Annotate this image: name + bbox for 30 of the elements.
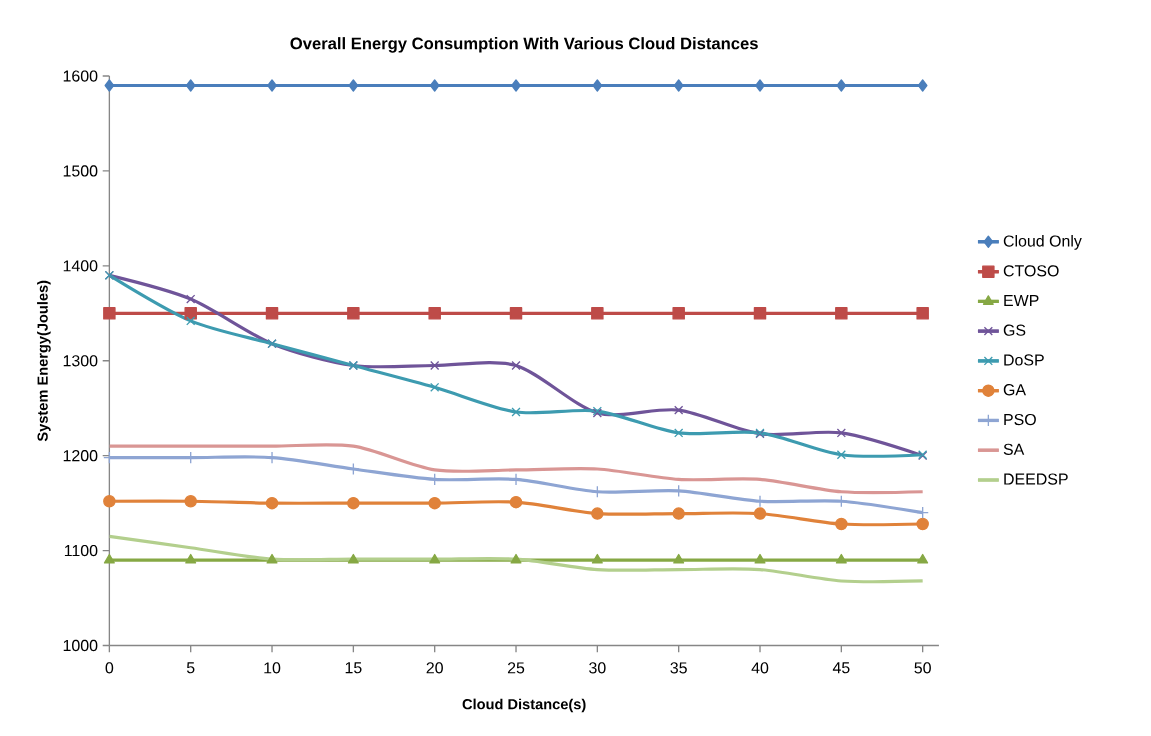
x-tick-label: 5 xyxy=(186,662,195,674)
y-tick-label: 1500 xyxy=(63,165,98,177)
y-tick-label: 1200 xyxy=(63,449,98,462)
legend-label: GS xyxy=(1003,324,1026,336)
legend-label: DEEDSP xyxy=(1004,473,1068,485)
y-tick-label: 1300 xyxy=(63,355,98,367)
chart-title: Overall Energy Consumption With Various Cloud Distances xyxy=(290,37,758,53)
x-tick-label: 35 xyxy=(670,662,687,674)
legend-label: Cloud Only xyxy=(1003,234,1082,250)
y-tick-label: 1400 xyxy=(63,260,98,272)
x-axis-title: Cloud Distance(s) xyxy=(462,698,586,713)
x-tick-label: 15 xyxy=(345,662,362,674)
x-tick-label: 50 xyxy=(914,662,931,674)
legend-label: SA xyxy=(1003,443,1025,455)
y-axis-title: System Energy(Joules) xyxy=(37,280,51,442)
x-tick-label: 20 xyxy=(426,662,443,674)
legend-label: PSO xyxy=(1004,413,1036,426)
x-tick-label: 40 xyxy=(751,662,769,674)
x-tick-label: 45 xyxy=(832,662,850,674)
x-tick-label: 10 xyxy=(264,662,281,674)
y-tick-label: 1100 xyxy=(64,544,98,557)
legend-label: GA xyxy=(1003,384,1027,396)
x-tick-label: 0 xyxy=(105,662,114,674)
legend-label: CTOSO xyxy=(1003,265,1059,277)
x-tick-label: 30 xyxy=(589,662,606,674)
y-tick-label: 1600 xyxy=(63,70,98,82)
legend-label: DoSP xyxy=(1004,354,1044,366)
x-tick-label: 25 xyxy=(507,662,525,674)
legend-label: EWP xyxy=(1004,294,1039,306)
y-tick-label: 1000 xyxy=(63,639,98,652)
